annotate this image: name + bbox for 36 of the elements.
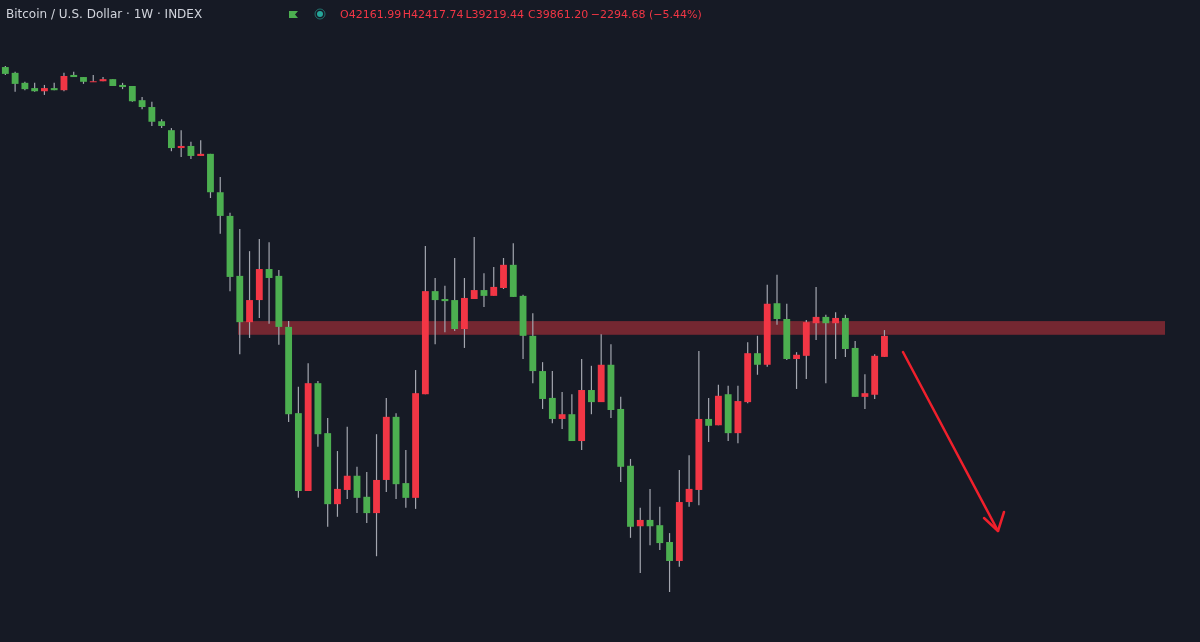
- candlestick: [754, 335, 761, 376]
- candlestick: [705, 397, 713, 443]
- candlestick: [881, 329, 888, 358]
- candlestick: [148, 101, 156, 127]
- candlestick: [490, 266, 498, 297]
- text: C39861.20: [528, 8, 589, 21]
- candlestick: [558, 391, 566, 430]
- candlestick: [500, 257, 507, 290]
- candlestick: [656, 506, 664, 551]
- text: O42161.99: [340, 8, 402, 21]
- candlestick: [470, 236, 478, 300]
- text: H42417.74: [402, 8, 464, 21]
- candlestick: [177, 129, 185, 158]
- candlestick: [861, 373, 869, 410]
- candlestick: [588, 365, 595, 415]
- candlestick: [334, 450, 341, 518]
- text: −2294.68 (−5.44%): [590, 8, 702, 21]
- candlestick: [666, 532, 673, 593]
- text: L39219.44: [465, 8, 525, 21]
- candlestick: [548, 370, 556, 424]
- candlestick: [832, 311, 840, 360]
- candlestick: [685, 454, 693, 508]
- candlestick: [167, 127, 175, 152]
- candlestick: [480, 272, 488, 308]
- candlestick: [343, 426, 351, 500]
- candlestick: [636, 507, 644, 574]
- candlestick: [441, 285, 449, 333]
- candlestick: [216, 176, 224, 235]
- candlestick: [11, 71, 19, 93]
- candlestick: [402, 449, 410, 509]
- candlestick: [431, 277, 439, 345]
- candlestick: [822, 314, 830, 384]
- chart-title: Bitcoin / U.S. Dollar · 1W · INDEX: [6, 7, 203, 21]
- candlestick: [363, 471, 371, 524]
- candlestick: [246, 250, 253, 339]
- candlestick: [793, 351, 800, 390]
